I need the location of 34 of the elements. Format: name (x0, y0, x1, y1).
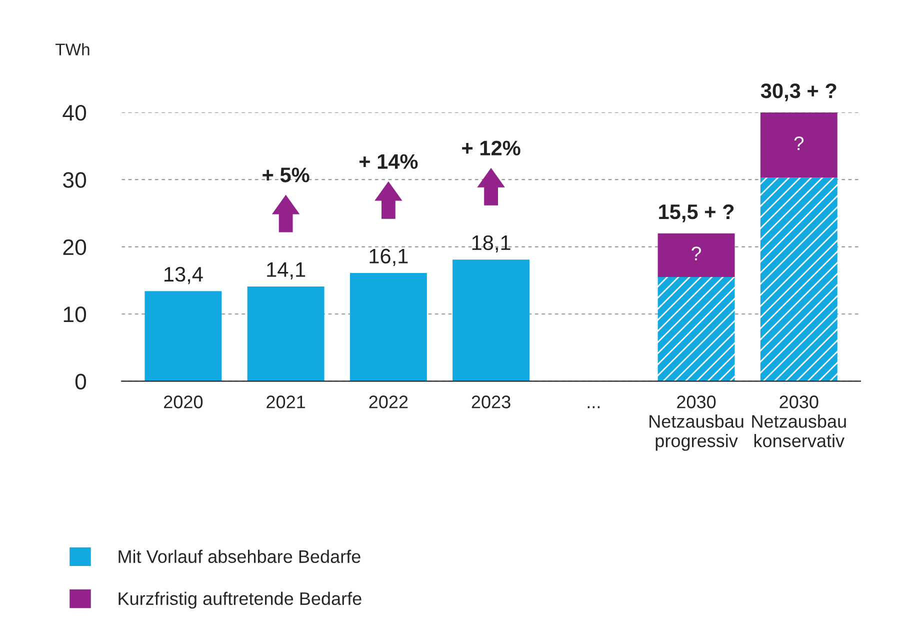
y-tick-label: 0 (75, 374, 86, 390)
data-label: 13,4 (164, 266, 203, 284)
annotation: + 14% (359, 154, 418, 169)
data-label: ? (692, 246, 701, 260)
bar (658, 233, 735, 278)
legend-label: Mit Vorlauf absehbare Bedarfe (118, 550, 360, 564)
bar (350, 273, 427, 382)
x-tick-label: 2022 (369, 396, 408, 408)
y-tick-label: 30 (63, 172, 86, 188)
bar (760, 178, 838, 382)
legend-label: Kurzfristig auftretende Bedarfe (118, 592, 362, 609)
data-label: ? (794, 136, 804, 150)
bar (452, 260, 530, 382)
y-tick-label: 20 (63, 239, 86, 256)
bar (144, 291, 222, 382)
x-tick-label: 2030 Netzausbau konservativ (752, 396, 846, 448)
y-tick-label: 10 (64, 306, 86, 322)
annotation: 15,5 + ? (659, 204, 734, 222)
data-label: 16,1 (370, 248, 408, 266)
annotation: + 5% (262, 168, 310, 182)
y-tick-label: 40 (62, 104, 86, 121)
y-axis-title: TWh (56, 43, 90, 56)
bar (247, 286, 324, 382)
x-tick-label: 2021 (266, 396, 306, 408)
annotation: 30,3 + ? (760, 83, 836, 102)
data-label: 14,1 (267, 262, 306, 280)
x-tick-label: ... (588, 406, 600, 408)
bar (658, 277, 735, 382)
x-tick-label: 2020 (164, 396, 203, 408)
x-tick-label: 2030 Netzausbau progressiv (650, 396, 744, 451)
annotation: + 12% (462, 140, 520, 156)
bar (760, 112, 838, 178)
data-label: 18,1 (472, 235, 510, 253)
x-tick-label: 2023 (472, 396, 510, 408)
